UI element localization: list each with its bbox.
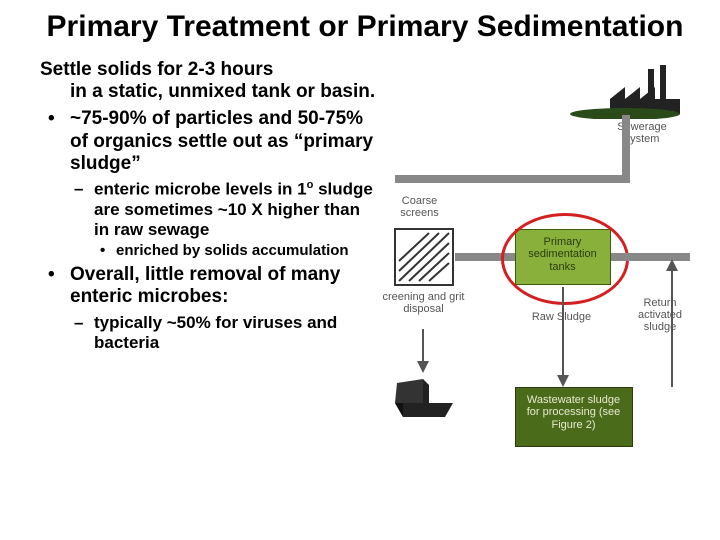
bullet-1-1-1: enriched by solids accumulation <box>94 242 377 260</box>
bullet-1-1-pre: enteric microbe levels in 1 <box>94 180 307 199</box>
arrow-raw-sludge <box>551 287 575 387</box>
coarse-screens-label: Coarse screens <box>385 195 455 219</box>
bullet-1-1: enteric microbe levels in 1o sludge are … <box>70 179 377 259</box>
diagram-column: Sewerage system Coarse screens <box>385 59 691 531</box>
pipe-vertical-1 <box>622 115 630 175</box>
slide-title: Primary Treatment or Primary Sedimentati… <box>40 10 690 45</box>
raw-sludge-label: Raw Sludge <box>527 311 597 323</box>
bullet-1: ~75-90% of particles and 50-75% of organ… <box>40 108 377 260</box>
sewerage-label: Sewerage system <box>602 121 682 145</box>
arrow-down-disposal <box>411 329 435 373</box>
factory-icon <box>570 59 690 119</box>
bullet-2: Overall, little removal of many enteric … <box>40 264 377 353</box>
text-column: Settle solids for 2‑3 hours in a static,… <box>40 59 385 531</box>
return-sludge-label: Return activated sludge <box>628 297 692 333</box>
screening-label: creening and grit disposal <box>379 291 469 315</box>
lead-line1: Settle solids for 2‑3 hours <box>40 59 273 80</box>
content-row: Settle solids for 2‑3 hours in a static,… <box>40 59 690 531</box>
bullet-2-text: Overall, little removal of many enteric … <box>70 264 340 307</box>
pipe-horizontal-1 <box>395 175 631 183</box>
wastewater-box: Wastewater sludge for processing (see Fi… <box>515 387 633 447</box>
bullet-2-1: typically ~50% for viruses and bacteria <box>70 313 377 353</box>
process-diagram: Sewerage system Coarse screens <box>385 59 691 531</box>
lead-cont: in a static, unmixed tank or basin. <box>40 81 377 104</box>
disposal-icon <box>389 373 459 421</box>
screen-icon <box>393 227 455 287</box>
bullet-1-text: ~75-90% of particles and 50-75% of organ… <box>70 108 373 174</box>
lead-text: Settle solids for 2‑3 hours in a static,… <box>40 59 377 105</box>
